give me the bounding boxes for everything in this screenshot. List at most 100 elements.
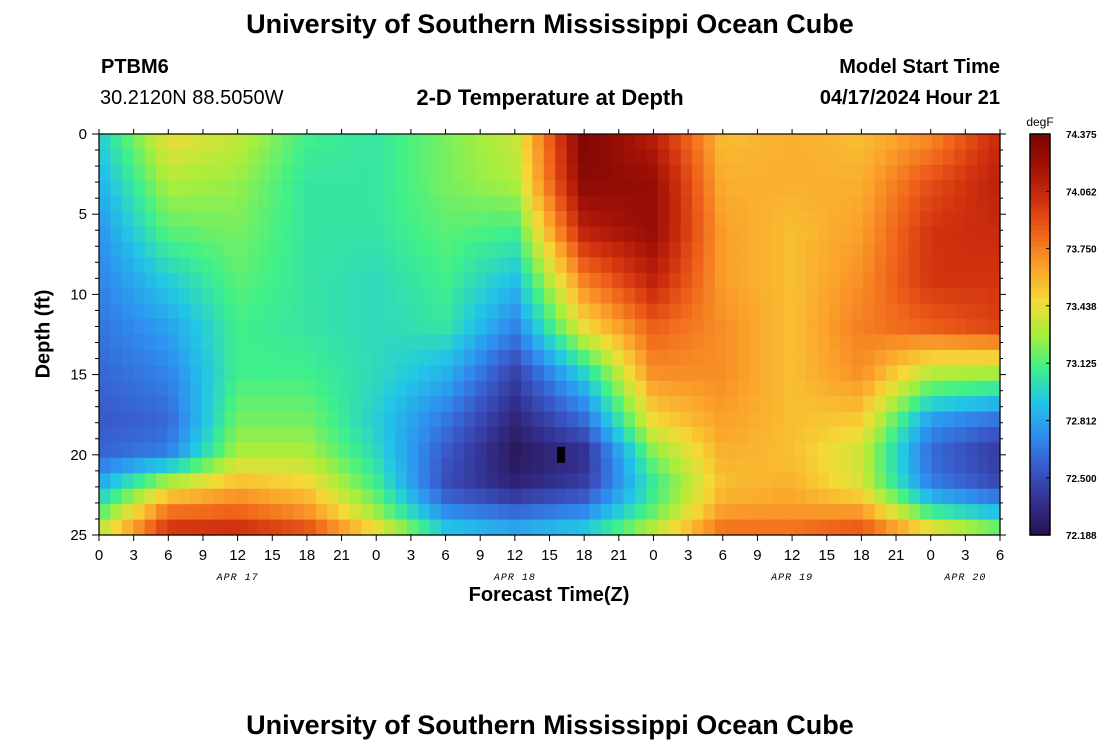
heatmap-cell (486, 257, 499, 274)
heatmap-cell (429, 488, 442, 505)
heatmap-cell (726, 164, 739, 181)
heatmap-cell (247, 488, 260, 505)
colorbar-segment (1030, 278, 1050, 283)
heatmap-cell (783, 457, 796, 474)
heatmap-cell (213, 211, 226, 228)
heatmap-cell (213, 180, 226, 197)
heatmap-cell (760, 319, 773, 336)
colorbar-segment (1030, 154, 1050, 159)
heatmap-cell (635, 519, 648, 536)
heatmap-cell (110, 396, 123, 413)
heatmap-cell (395, 334, 408, 351)
heatmap-cell (178, 457, 191, 474)
heatmap-cell (806, 488, 819, 505)
heatmap-cell (121, 134, 134, 151)
heatmap-cell (612, 164, 625, 181)
colorbar-segment (1030, 454, 1050, 460)
colorbar-segment (1030, 394, 1050, 400)
heatmap-cell (292, 365, 305, 382)
heatmap-cell (988, 411, 1001, 428)
heatmap-cell (532, 427, 545, 444)
heatmap-cell (908, 349, 921, 366)
heatmap-cell (224, 504, 237, 521)
heatmap-cell (555, 272, 568, 289)
heatmap-cell (977, 380, 990, 397)
heatmap-cell (121, 241, 134, 258)
colorbar-segment (1030, 226, 1050, 231)
heatmap-cell (863, 519, 876, 536)
heatmap-cell (566, 380, 579, 397)
heatmap-cell (167, 334, 180, 351)
heatmap-cell (578, 303, 591, 320)
heatmap-cell (635, 164, 648, 181)
heatmap-cell (692, 334, 705, 351)
heatmap-cell (783, 504, 796, 521)
heatmap-cell (714, 195, 727, 212)
heatmap-cell (874, 334, 887, 351)
heatmap-cell (669, 396, 682, 413)
heatmap-cell (384, 149, 397, 166)
heatmap-cell (874, 257, 887, 274)
heatmap-cell (623, 334, 636, 351)
heatmap-cell (657, 396, 670, 413)
heatmap-cell (657, 457, 670, 474)
heatmap-cell (281, 442, 294, 459)
heatmap-cell (178, 349, 191, 366)
heatmap-cell (178, 164, 191, 181)
heatmap-cell (600, 365, 613, 382)
heatmap-cell (224, 396, 237, 413)
heatmap-cell (258, 180, 271, 197)
heatmap-cell (988, 303, 1001, 320)
heatmap-cell (258, 288, 271, 305)
heatmap-cell (133, 319, 146, 336)
heatmap-cell (281, 257, 294, 274)
heatmap-cell (429, 457, 442, 474)
heatmap-cell (692, 303, 705, 320)
heatmap-cell (156, 519, 169, 536)
heatmap-cell (156, 303, 169, 320)
heatmap-cell (144, 334, 157, 351)
heatmap-cell (977, 226, 990, 243)
heatmap-cell (395, 288, 408, 305)
heatmap-cell (178, 473, 191, 490)
heatmap-cell (429, 288, 442, 305)
heatmap-cell (680, 411, 693, 428)
heatmap-cell (167, 319, 180, 336)
heatmap-cell (669, 319, 682, 336)
heatmap-cell (315, 488, 328, 505)
heatmap-cell (201, 457, 214, 474)
heatmap-cell (714, 288, 727, 305)
heatmap-cell (121, 257, 134, 274)
heatmap-cell (863, 241, 876, 258)
colorbar-segment (1030, 266, 1050, 271)
heatmap-cell (646, 396, 659, 413)
heatmap-cell (840, 457, 853, 474)
heatmap-cell (532, 365, 545, 382)
heatmap-cell (532, 134, 545, 151)
heatmap-cell (281, 303, 294, 320)
heatmap-cell (406, 241, 419, 258)
heatmap-cell (612, 319, 625, 336)
heatmap-cell (897, 380, 910, 397)
heatmap-cell (874, 411, 887, 428)
heatmap-cell (806, 457, 819, 474)
heatmap-cell (258, 442, 271, 459)
heatmap-cell (623, 180, 636, 197)
heatmap-cell (566, 473, 579, 490)
heatmap-cell (840, 272, 853, 289)
heatmap-cell (908, 303, 921, 320)
heatmap-cell (589, 319, 602, 336)
heatmap-cell (463, 288, 476, 305)
heatmap-cell (988, 288, 1001, 305)
heatmap-cell (714, 319, 727, 336)
heatmap-cell (258, 473, 271, 490)
heatmap-cell (874, 396, 887, 413)
heatmap-cell (680, 504, 693, 521)
x-axis-label: Forecast Time(Z) (468, 584, 630, 606)
heatmap-cell (942, 195, 955, 212)
heatmap-cell (600, 504, 613, 521)
heatmap-cell (121, 457, 134, 474)
heatmap-cell (931, 149, 944, 166)
heatmap-cell (635, 442, 648, 459)
